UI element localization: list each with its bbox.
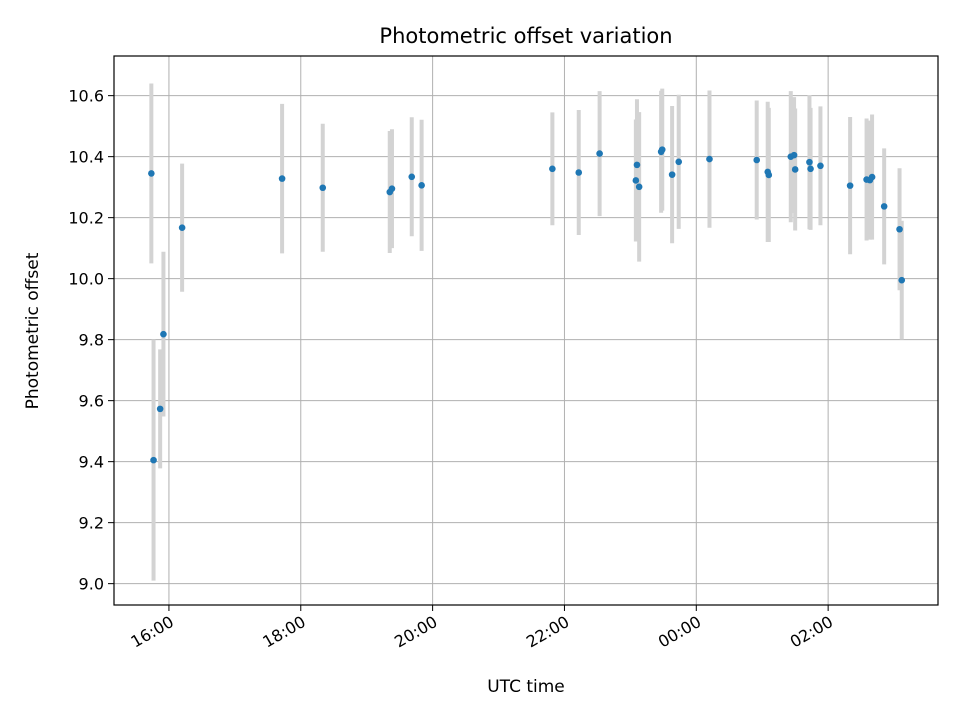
data-point (790, 151, 798, 159)
chart-title: Photometric offset variation (379, 24, 672, 48)
grid (114, 56, 938, 605)
data-point (549, 165, 556, 173)
data-point (765, 171, 773, 179)
data-point (675, 158, 683, 166)
data-point (633, 161, 641, 169)
data-point (880, 203, 888, 210)
y-tick-label: 9.6 (79, 392, 104, 411)
plot-area-frame (113, 55, 939, 606)
data-point (319, 184, 327, 192)
data-point (596, 150, 603, 157)
data-point (575, 169, 583, 176)
data-point (806, 158, 813, 166)
y-tick-label: 9.8 (79, 331, 104, 350)
data-point (150, 456, 157, 464)
y-axis-label: Photometric offset (23, 252, 43, 409)
data-point (896, 225, 903, 233)
data-point (753, 156, 761, 164)
data-point (418, 182, 425, 189)
data-point (278, 175, 286, 182)
y-tick-label: 9.0 (79, 575, 104, 594)
data-points (148, 146, 906, 464)
data-point (408, 173, 416, 181)
y-tick-label: 9.4 (79, 453, 104, 472)
data-point (817, 162, 824, 170)
y-tick-label: 10.6 (68, 87, 104, 106)
data-point (846, 182, 854, 189)
data-point (156, 405, 164, 413)
y-tick-label: 10.2 (68, 209, 104, 228)
x-axis-label: UTC time (487, 677, 565, 697)
y-tick-label: 9.2 (79, 514, 104, 533)
data-point (668, 171, 676, 178)
y-tick-label: 10.0 (68, 270, 104, 289)
y-tick-label: 10.4 (68, 148, 104, 167)
data-point (388, 185, 396, 192)
data-point (706, 155, 713, 163)
data-point (148, 170, 155, 177)
data-point (898, 276, 906, 284)
y-axis: 9.0 9.2 9.4 9.6 9.8 10.0 10.2 10.4 10.6 (68, 87, 114, 594)
data-point (791, 166, 799, 173)
data-point (635, 183, 643, 191)
data-point (807, 165, 814, 173)
data-point (632, 177, 640, 184)
data-point (178, 224, 186, 232)
data-point (160, 330, 167, 338)
data-point (868, 173, 876, 181)
data-point (658, 146, 666, 153)
